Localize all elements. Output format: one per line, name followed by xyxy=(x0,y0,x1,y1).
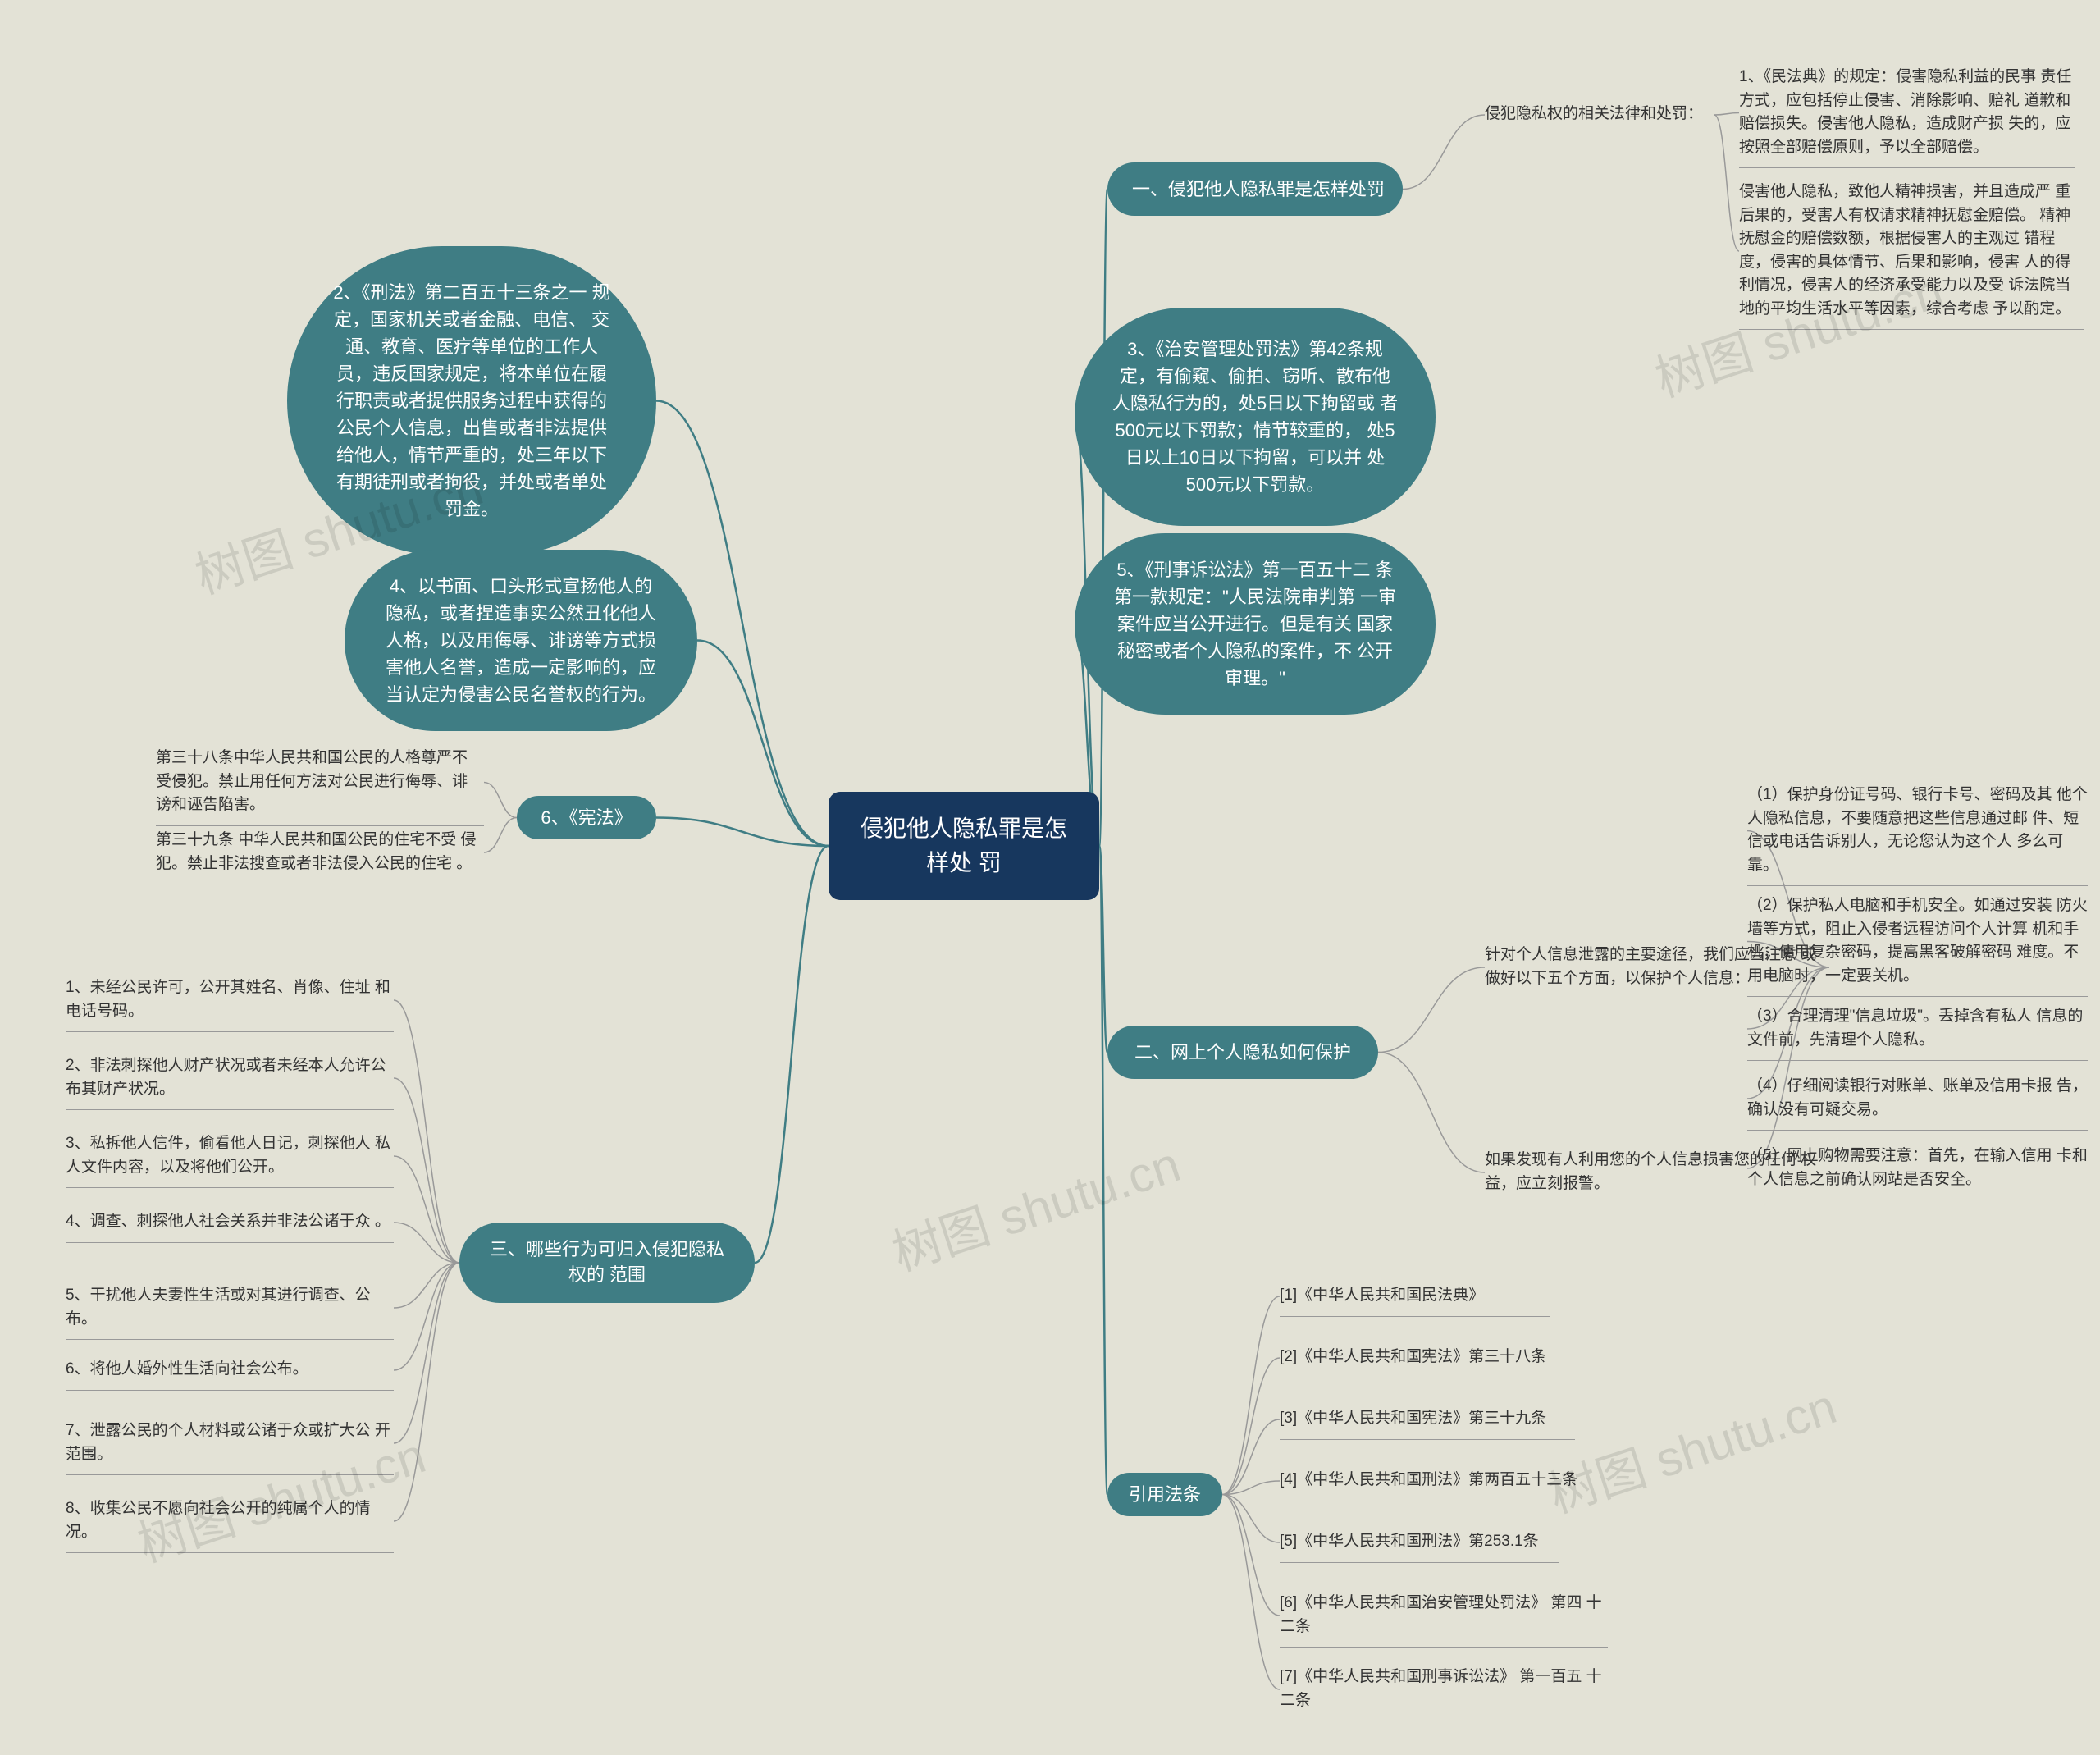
leaf-r4-1: [1]《中华人民共和国民法典》 xyxy=(1280,1276,1550,1317)
leaf-r4-2: [2]《中华人民共和国宪法》第三十八条 xyxy=(1280,1337,1575,1378)
leaf-r4-6: [6]《中华人民共和国治安管理处罚法》 第四 十二条 xyxy=(1280,1584,1608,1648)
leaf-l3-2: 2、非法刺探他人财产状况或者未经本人允许公 布其财产状况。 xyxy=(66,1046,394,1110)
branch-1-sub: 侵犯隐私权的相关法律和处罚： xyxy=(1485,94,1714,135)
leaf-l6a: 第三十八条中华人民共和国公民的人格尊严不 受侵犯。禁止用任何方法对公民进行侮辱、… xyxy=(156,738,484,826)
leaf-r2a3: （3）合理清理"信息垃圾"。丢掉含有私人 信息的文件前，先清理个人隐私。 xyxy=(1747,997,2088,1061)
leaf-l3-7: 7、泄露公民的个人材料或公诸于众或扩大公 开范围。 xyxy=(66,1411,394,1475)
leaf-l3-4: 4、调查、刺探他人社会关系并非法公诸于众 。 xyxy=(66,1202,394,1243)
leaf-l3-3: 3、私拆他人信件，偷看他人日记，刺探他人 私人文件内容，以及将他们公开。 xyxy=(66,1124,394,1188)
oval-criminal-law: 2、《刑法》第二百五十三条之一 规定，国家机关或者金融、电信、 交通、教育、医疗… xyxy=(287,246,656,555)
oval-security-law: 3、《治安管理处罚法》第42条规 定，有偷窥、偷拍、窃听、散布他 人隐私行为的，… xyxy=(1075,308,1436,526)
branch-citations: 引用法条 xyxy=(1107,1473,1222,1516)
leaf-l3-5: 5、干扰他人夫妻性生活或对其进行调查、公 布。 xyxy=(66,1276,394,1340)
watermark: 树图 shutu.cn xyxy=(882,1125,1188,1285)
leaf-r2b: 如果发现有人利用您的个人信息损害您的任何 权益，应立刻报警。 xyxy=(1485,1140,1829,1204)
leaf-r2a1: （1）保护身份证号码、银行卡号、密码及其 他个人隐私信息，不要随意把这些信息通过… xyxy=(1747,775,2088,886)
leaf-r2a4: （4）仔细阅读银行对账单、账单及信用卡报 告，确认没有可疑交易。 xyxy=(1747,1067,2088,1131)
leaf-r1a2: 侵害他人隐私，致他人精神损害，并且造成严 重后果的，受害人有权请求精神抚慰金赔偿… xyxy=(1739,172,2084,330)
oval-defamation: 4、以书面、口头形式宣扬他人的 隐私，或者捏造事实公然丑化他人 人格，以及用侮辱… xyxy=(345,550,697,731)
leaf-l3-8: 8、收集公民不愿向社会公开的纯属个人的情 况。 xyxy=(66,1489,394,1553)
leaf-r4-7: [7]《中华人民共和国刑事诉讼法》 第一百五 十二条 xyxy=(1280,1657,1608,1721)
branch-3: 三、哪些行为可归入侵犯隐私权的 范围 xyxy=(459,1223,755,1303)
leaf-r4-3: [3]《中华人民共和国宪法》第三十九条 xyxy=(1280,1399,1575,1440)
branch-1: 一、侵犯他人隐私罪是怎样处罚 xyxy=(1107,162,1403,216)
leaf-r4-5: [5]《中华人民共和国刑法》第253.1条 xyxy=(1280,1522,1559,1563)
leaf-r1a1: 1、《民法典》的规定：侵害隐私利益的民事 责任方式，应包括停止侵害、消除影响、赔… xyxy=(1739,57,2075,168)
leaf-l6b: 第三十九条 中华人民共和国公民的住宅不受 侵犯。禁止非法搜查或者非法侵入公民的住… xyxy=(156,820,484,884)
leaf-r4-4: [4]《中华人民共和国刑法》第两百五十三条 xyxy=(1280,1460,1591,1501)
leaf-l3-1: 1、未经公民许可，公开其姓名、肖像、住址 和电话号码。 xyxy=(66,968,394,1032)
leaf-l3-6: 6、将他人婚外性生活向社会公布。 xyxy=(66,1350,394,1391)
branch-2: 二、网上个人隐私如何保护 xyxy=(1107,1026,1378,1079)
branch-6: 6、《宪法》 xyxy=(517,796,656,839)
leaf-r2a2: （2）保护私人电脑和手机安全。如通过安装 防火墙等方式，阻止入侵者远程访问个人计… xyxy=(1747,886,2088,997)
watermark: 树图 shutu.cn xyxy=(1538,1367,1844,1527)
oval-criminal-procedure: 5、《刑事诉讼法》第一百五十二 条第一款规定："人民法院审判第 一审案件应当公开… xyxy=(1075,533,1436,715)
root-node: 侵犯他人隐私罪是怎样处 罚 xyxy=(829,792,1099,900)
